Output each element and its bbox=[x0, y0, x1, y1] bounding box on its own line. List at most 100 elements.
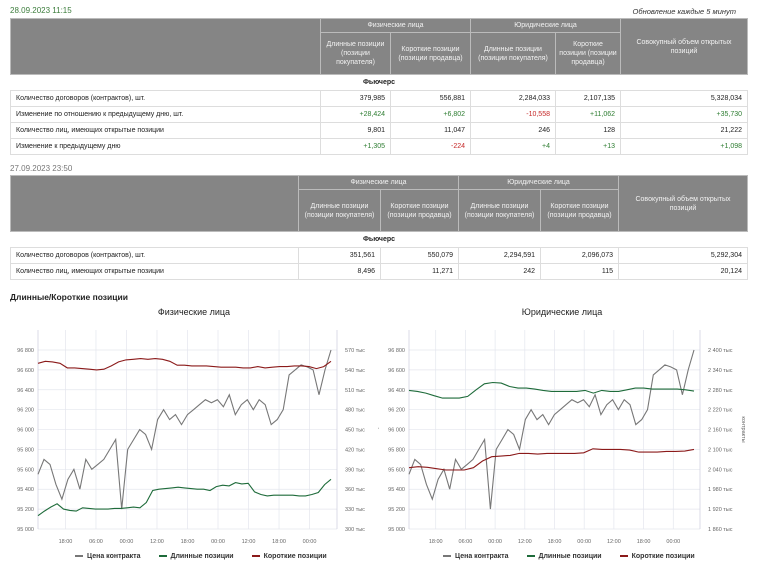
y-left-tick: 96 000 bbox=[388, 428, 405, 434]
y-right-label: контракты bbox=[377, 416, 379, 442]
y-right-tick: 2 340 тыс bbox=[708, 368, 733, 374]
chart-jur: 95 000 1 860 тыс 95 200 1 920 тыс 95 400 1 98… bbox=[388, 330, 746, 545]
y-right-tick: 330 тыс bbox=[345, 507, 365, 513]
x-tick: 00:00 bbox=[577, 539, 591, 545]
open-positions-table-current: Физические лица Юридические лица Совокуп… bbox=[10, 18, 748, 155]
table-row: Изменение по отношению к предыдущему дню… bbox=[10, 106, 748, 123]
legend-item[interactable]: Цена контракта bbox=[443, 553, 509, 560]
cell-value: 242 bbox=[458, 263, 541, 280]
y-left-tick: 95 200 bbox=[388, 507, 405, 513]
y-left-tick: 96 000 bbox=[17, 428, 34, 434]
chart-title-phys: Физические лица bbox=[157, 307, 231, 317]
y-left-tick: 96 200 bbox=[17, 408, 34, 414]
cell-value: 128 bbox=[555, 122, 621, 139]
snapshot-date-previous: 27.09.2023 23:50 bbox=[10, 164, 73, 173]
legend-item[interactable]: Длинные позиции bbox=[158, 553, 234, 560]
y-right-tick: 510 тыс bbox=[345, 388, 365, 394]
table-row: Изменение к предыдущему дню +1,305 -224 +4 +… bbox=[10, 138, 748, 155]
legend-item[interactable]: Длинные позиции bbox=[526, 553, 602, 560]
y-left-tick: 96 800 bbox=[17, 348, 34, 354]
header-empty bbox=[10, 18, 321, 75]
update-note: Обновление каждые 5 минут bbox=[632, 7, 736, 16]
cell-value: +28,424 bbox=[320, 106, 391, 123]
x-tick: 00:00 bbox=[488, 539, 502, 545]
charts-heading: Длинные/Короткие позиции bbox=[10, 292, 128, 302]
header-phys-short: Короткие позиции (позиции продавца) bbox=[380, 189, 459, 232]
section-futures: Фьючерс bbox=[10, 231, 748, 248]
y-right-tick: 390 тыс bbox=[345, 467, 365, 473]
table-row: Количество лиц, имеющих открытые позиции… bbox=[10, 263, 748, 280]
header-empty bbox=[10, 175, 299, 232]
row-label: Количество договоров (контрактов), шт. bbox=[10, 90, 321, 107]
table-row: Количество лиц, имеющих открытые позиции… bbox=[10, 122, 748, 139]
legend-jur: Цена контракта Длинные позиции Короткие по… bbox=[443, 553, 695, 560]
header-phys-long: Длинные позиции (позиции покупателя) bbox=[298, 189, 381, 232]
legend-item[interactable]: Цена контракта bbox=[75, 553, 141, 560]
series-line-short bbox=[408, 448, 695, 471]
legend-item[interactable]: Короткие позиции bbox=[251, 553, 327, 560]
cell-value: -10,558 bbox=[470, 106, 556, 123]
y-left-tick: 95 600 bbox=[388, 467, 405, 473]
header-jur-long: Длинные позиции (позиции покупателя) bbox=[458, 189, 541, 232]
row-label: Количество лиц, имеющих открытые позиции bbox=[10, 263, 299, 280]
legend-item[interactable]: Короткие позиции bbox=[619, 553, 695, 560]
cell-value: 9,801 bbox=[320, 122, 391, 139]
header-phys-long: Длинные позиции (позиции покупателя) bbox=[320, 32, 391, 75]
y-right-tick: 450 тыс bbox=[345, 428, 365, 434]
cell-value: +1,098 bbox=[620, 138, 748, 155]
cell-value: +35,730 bbox=[620, 106, 748, 123]
header-jur: Юридические лица bbox=[470, 18, 621, 33]
cell-value: 2,284,033 bbox=[470, 90, 556, 107]
y-left-tick: 95 800 bbox=[388, 447, 405, 453]
cell-value: 2,096,073 bbox=[540, 247, 619, 264]
legend-label: Короткие позиции bbox=[631, 553, 695, 560]
cell-value: 379,985 bbox=[320, 90, 391, 107]
y-right-tick: 360 тыс bbox=[345, 487, 365, 493]
cell-value: 5,328,034 bbox=[620, 90, 748, 107]
cell-value: +4 bbox=[470, 138, 556, 155]
header-jur-short: Короткие позиции (позиции продавца) bbox=[540, 189, 619, 232]
x-tick: 12:00 bbox=[518, 539, 532, 545]
snapshot-date-current: 28.09.2023 11:15 bbox=[10, 6, 72, 15]
cell-value: 556,881 bbox=[390, 90, 471, 107]
section-futures: Фьючерс bbox=[10, 74, 748, 91]
y-left-tick: 96 600 bbox=[388, 368, 405, 374]
cell-value: 550,079 bbox=[380, 247, 459, 264]
x-tick: 18:00 bbox=[637, 539, 651, 545]
y-right-tick: 2 280 тыс bbox=[708, 388, 733, 394]
y-right-tick: 1 920 тыс bbox=[708, 507, 733, 513]
x-tick: 18:00 bbox=[181, 539, 195, 545]
series-line-long bbox=[37, 478, 332, 517]
row-label: Изменение по отношению к предыдущему дню… bbox=[10, 106, 321, 123]
y-left-tick: 95 000 bbox=[17, 527, 34, 533]
x-tick: 00:00 bbox=[303, 539, 317, 545]
legend-swatch-icon bbox=[619, 555, 628, 558]
x-tick: 06:00 bbox=[459, 539, 473, 545]
legend-phys: Цена контракта Длинные позиции Короткие по… bbox=[75, 553, 327, 560]
series-line-price bbox=[408, 349, 695, 510]
chart-title-jur: Юридические лица bbox=[521, 307, 603, 317]
header-total: Совокупный объем открытых позиций bbox=[620, 18, 748, 75]
cell-value: +11,062 bbox=[555, 106, 621, 123]
cell-value: -224 bbox=[390, 138, 471, 155]
cell-value: +6,802 bbox=[390, 106, 471, 123]
y-left-tick: 96 200 bbox=[388, 408, 405, 414]
y-right-tick: 300 тыс bbox=[345, 527, 365, 533]
legend-label: Цена контракта bbox=[455, 553, 509, 560]
x-tick: 18:00 bbox=[548, 539, 562, 545]
y-right-tick: 540 тыс bbox=[345, 368, 365, 374]
x-tick: 06:00 bbox=[89, 539, 103, 545]
series-line-long bbox=[408, 381, 695, 399]
header-phys: Физические лица bbox=[298, 175, 459, 190]
y-left-tick: 95 400 bbox=[388, 487, 405, 493]
cell-value: 11,271 bbox=[380, 263, 459, 280]
header-phys: Физические лица bbox=[320, 18, 471, 33]
x-tick: 00:00 bbox=[120, 539, 134, 545]
x-tick: 12:00 bbox=[607, 539, 621, 545]
legend-swatch-icon bbox=[251, 555, 260, 558]
legend-swatch-icon bbox=[443, 555, 451, 558]
row-label: Количество договоров (контрактов), шт. bbox=[10, 247, 299, 264]
y-left-tick: 96 400 bbox=[388, 388, 405, 394]
cell-value: +13 bbox=[555, 138, 621, 155]
legend-label: Короткие позиции bbox=[263, 553, 327, 560]
